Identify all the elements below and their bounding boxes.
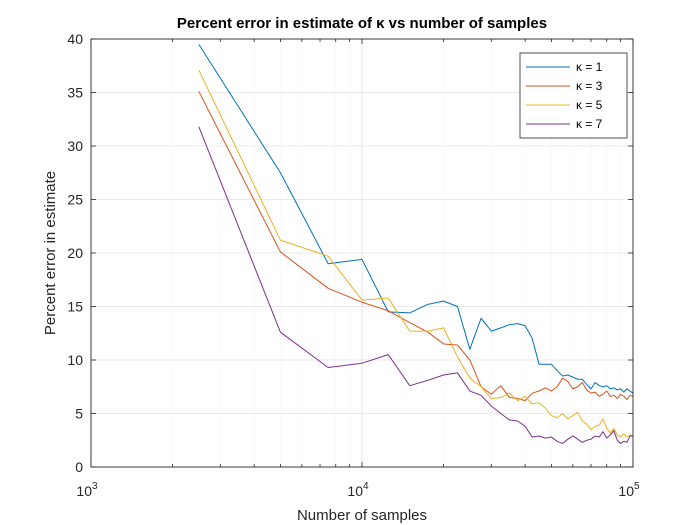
y-axis-label: Percent error in estimate <box>42 171 59 335</box>
x-tick-label: 103 <box>76 481 98 499</box>
y-tick-label: 15 <box>67 299 83 315</box>
chart-title: Percent error in estimate of κ vs number… <box>177 15 547 32</box>
series-layer <box>198 44 634 444</box>
x-tick-label: 105 <box>618 481 640 499</box>
series-line-3 <box>198 69 634 438</box>
y-tick-label: 40 <box>67 31 83 47</box>
x-tick-label: 104 <box>347 481 369 499</box>
series-line-2 <box>198 91 634 402</box>
legend-label: κ = 1 <box>576 60 603 74</box>
legend-label: κ = 3 <box>576 79 603 93</box>
legend-label: κ = 5 <box>576 98 603 112</box>
legend-label: κ = 7 <box>576 117 603 131</box>
tick-labels: 0 5 10 15 20 25 30 35 40 103 104 105 <box>67 31 640 499</box>
y-tick-label: 5 <box>75 406 83 422</box>
x-axis-label: Number of samples <box>297 507 427 524</box>
y-tick-label: 20 <box>67 245 83 261</box>
legend: κ = 1 κ = 3 κ = 5 κ = 7 <box>519 52 628 139</box>
series-line-4 <box>198 126 633 444</box>
y-tick-label: 10 <box>67 352 83 368</box>
series-line-1 <box>198 44 634 394</box>
y-tick-label: 25 <box>67 192 83 208</box>
y-tick-label: 35 <box>67 85 83 101</box>
y-tick-label: 30 <box>67 138 83 154</box>
y-tick-label: 0 <box>75 459 83 475</box>
ticks <box>90 38 634 468</box>
legend-box <box>519 52 628 139</box>
